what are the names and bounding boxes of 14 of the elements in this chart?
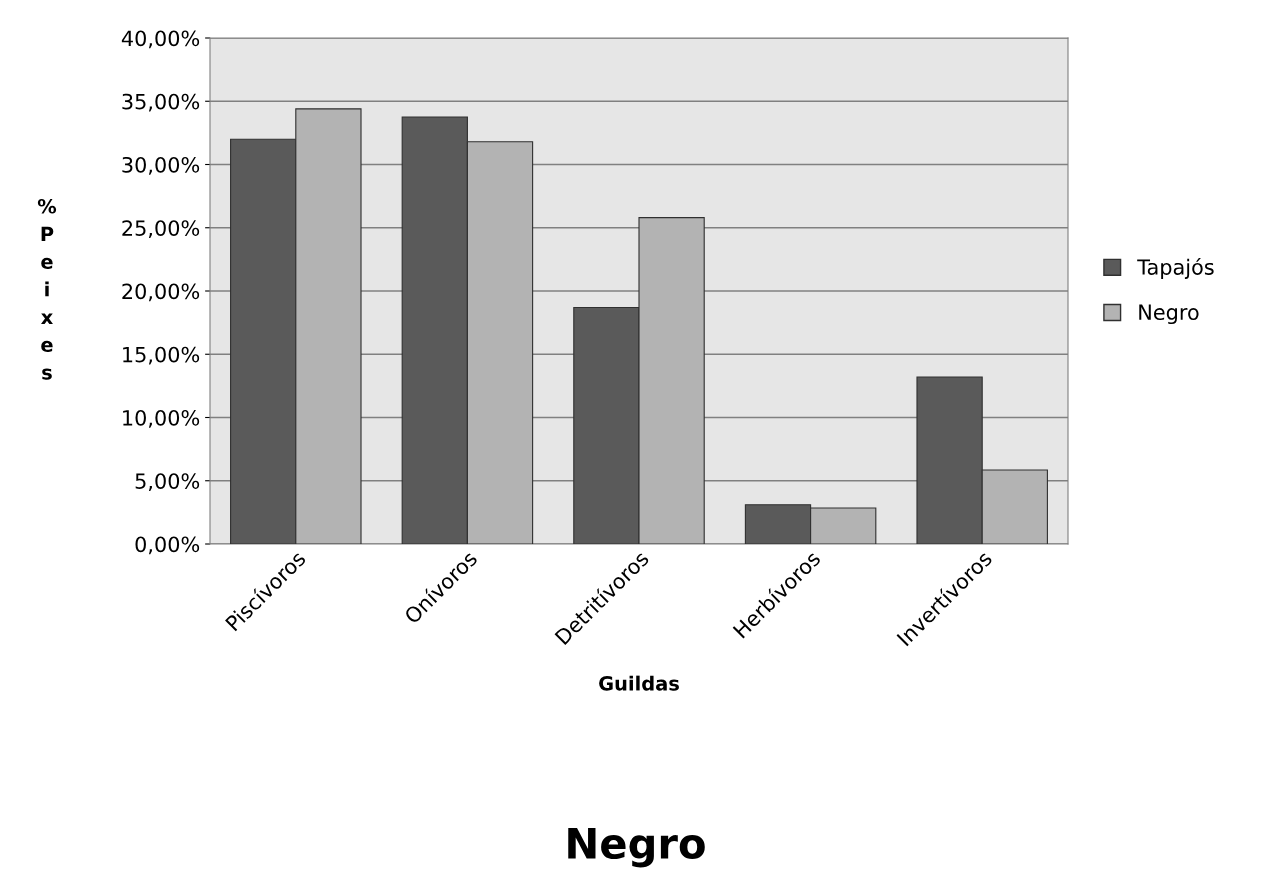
y-tick-label: 35,00%: [122, 93, 200, 112]
y-tick-label: 30,00%: [122, 156, 200, 175]
legend-label: Tapajós: [1137, 257, 1214, 279]
y-tick-label: 25,00%: [122, 220, 200, 239]
y-axis-title: % Peixes: [37, 198, 57, 380]
text: Negro: [568, 828, 705, 868]
x-axis-title: Guildas: [599, 675, 679, 691]
y-tick-label: 10,00%: [123, 409, 200, 428]
y-tick-label: 20,00%: [122, 283, 200, 302]
y-tick-label: 5,00%: [135, 473, 200, 492]
legend-label: Negro: [1139, 304, 1199, 325]
y-tick-label: 0,00%: [135, 536, 200, 555]
y-tick-label: 15,00%: [123, 346, 200, 365]
y-tick-label: 40,00%: [121, 30, 200, 49]
